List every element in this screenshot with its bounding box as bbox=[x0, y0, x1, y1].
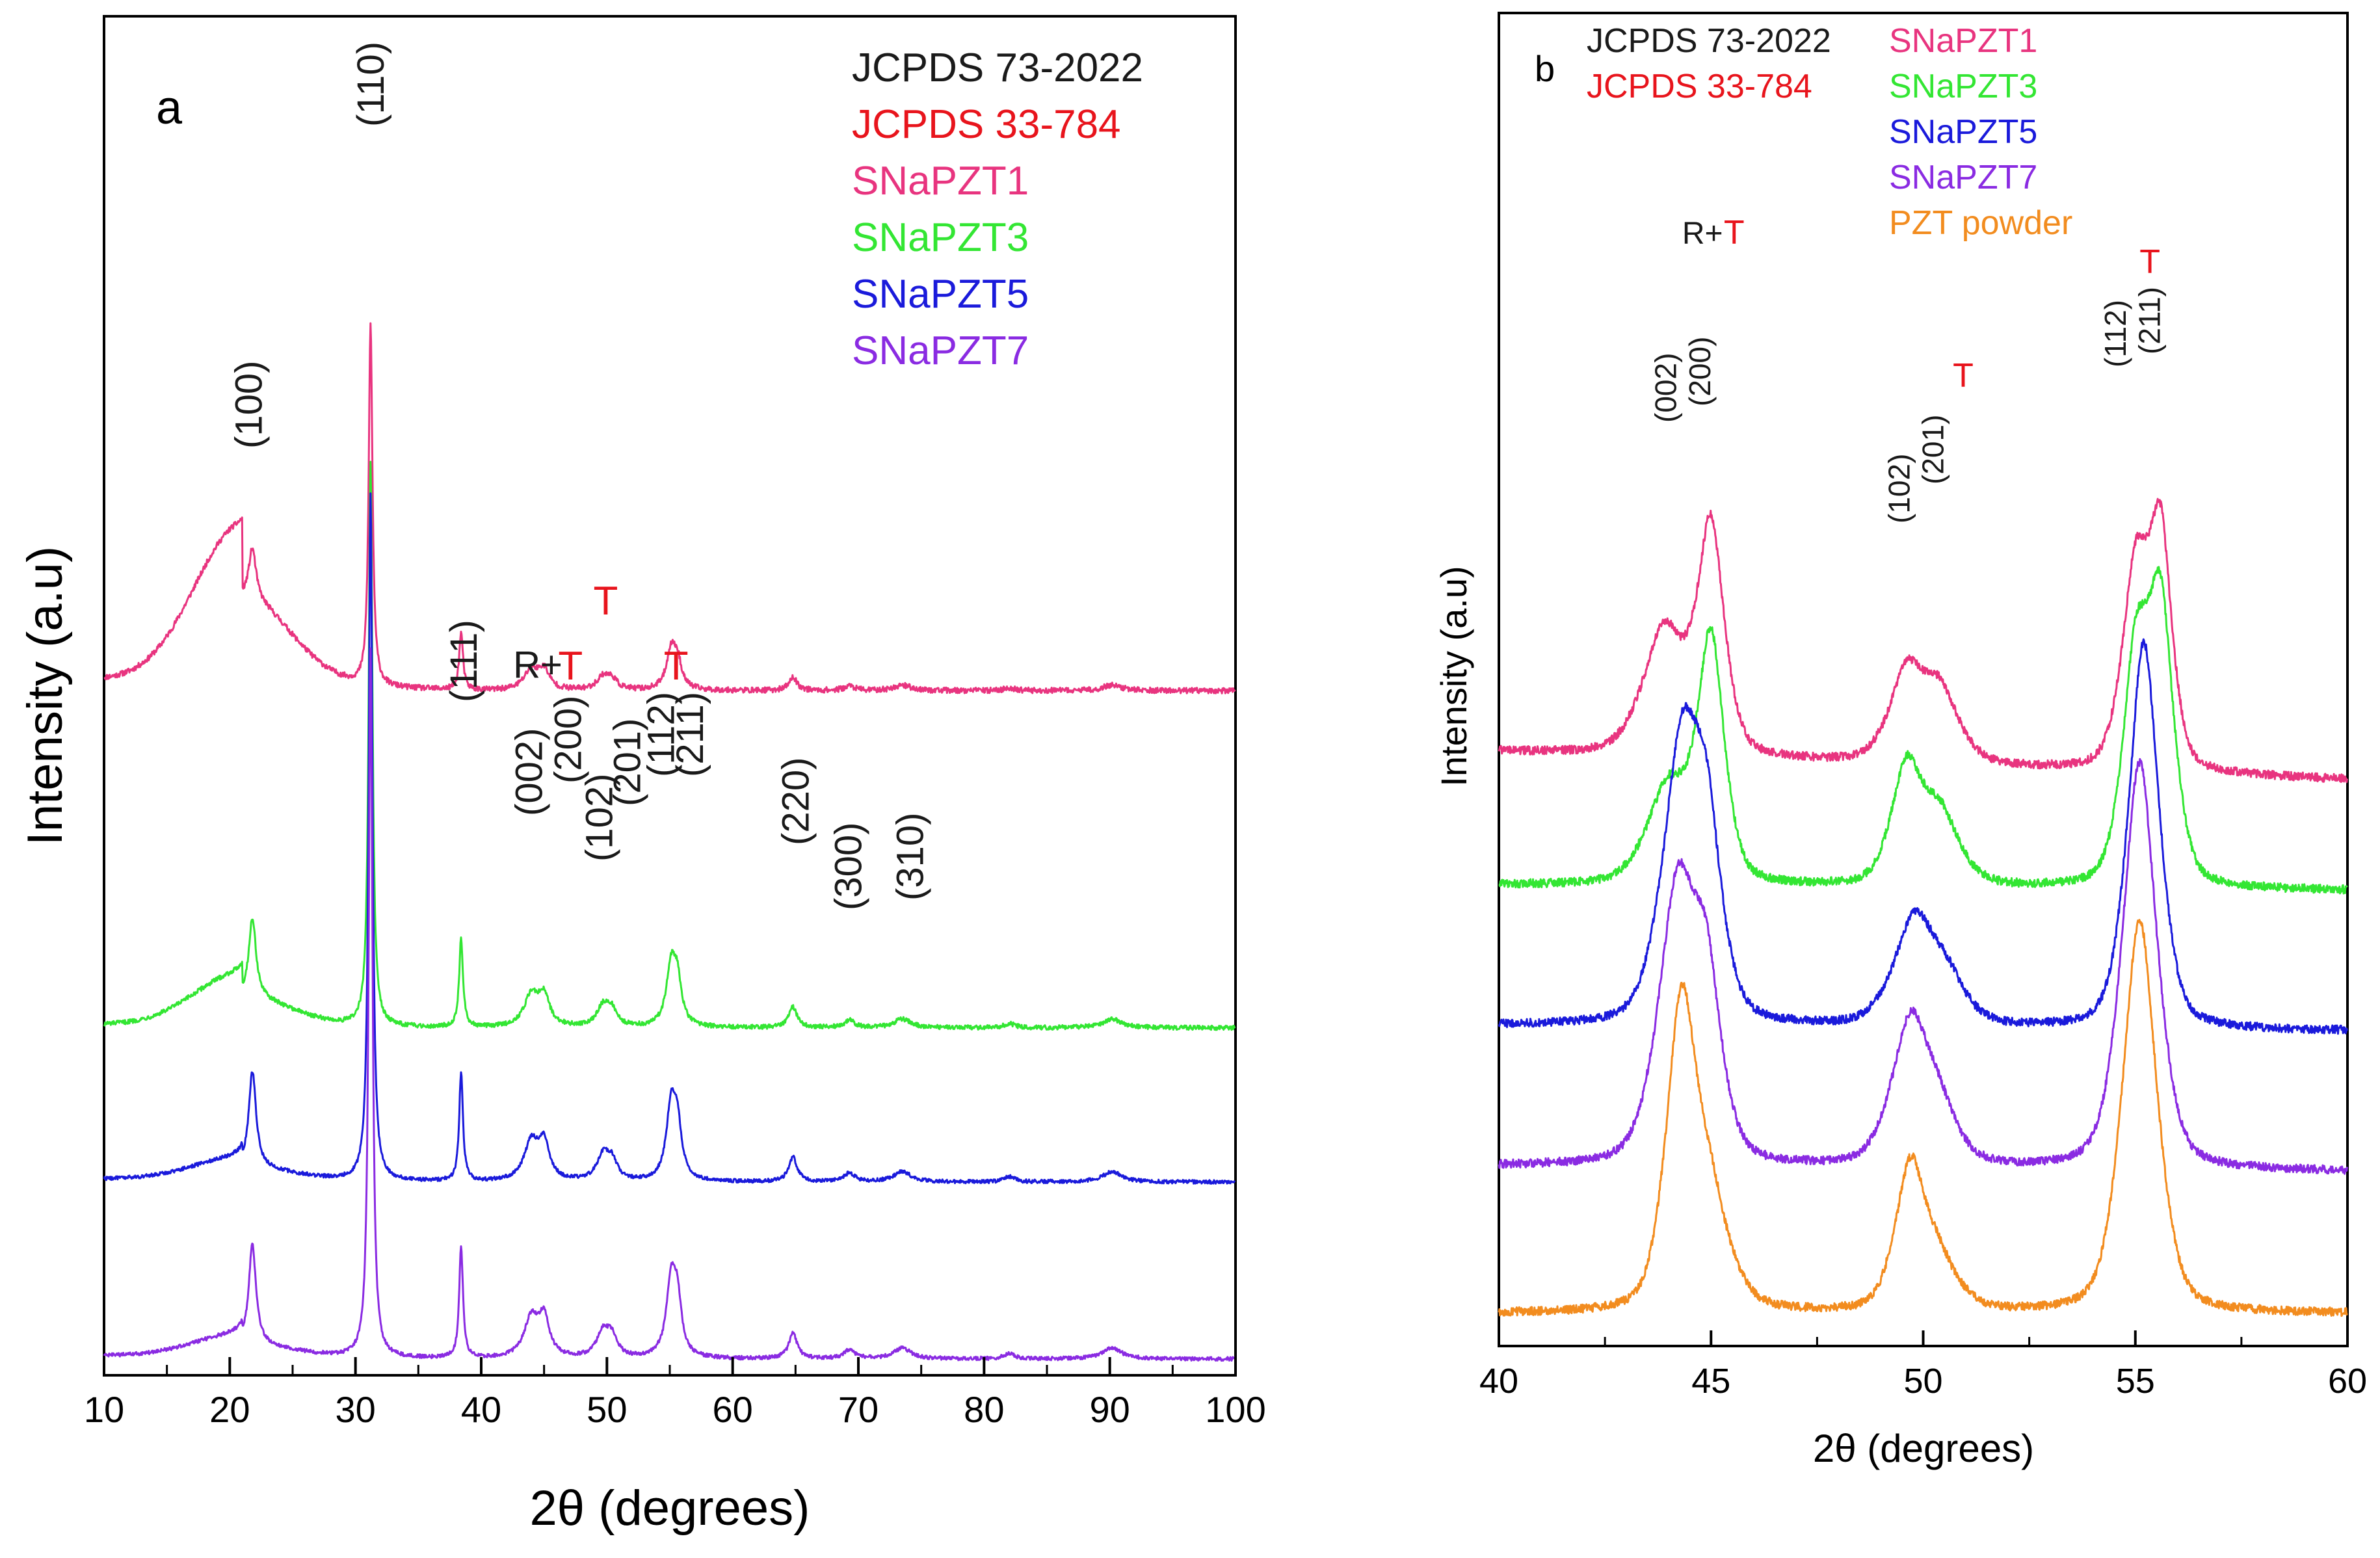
panel-b-series-snapzt1 bbox=[1498, 497, 2348, 784]
panel-a-x-tick-label: 70 bbox=[838, 1389, 879, 1430]
panel-b-tetragonal-marker: T bbox=[2139, 243, 2160, 281]
panel-b-legend-item: SNaPZT5 bbox=[1889, 113, 2037, 151]
panel-a-legend-item: SNaPZT1 bbox=[852, 159, 1029, 204]
panel-b-peak-label: (102) bbox=[1882, 454, 1916, 523]
panel-a-peak-label: (211) bbox=[669, 692, 711, 777]
panel-a-x-tick-label: 100 bbox=[1205, 1389, 1265, 1430]
panel-a-x-tick-label: 40 bbox=[461, 1389, 501, 1430]
panel-a-peak-label: (102) bbox=[579, 774, 621, 862]
panel-a-tetragonal-marker: T bbox=[558, 644, 583, 689]
panel-b-series-pzt-powder bbox=[1498, 919, 2348, 1317]
panel-b-legend-item: SNaPZT1 bbox=[1889, 22, 2037, 60]
panel-b-tetragonal-marker: T bbox=[1953, 357, 1974, 395]
panel-a-x-tick-label: 10 bbox=[84, 1389, 124, 1430]
panel-b-x-tick-label: 55 bbox=[2116, 1362, 2155, 1401]
panel-a-peak-label: (002) bbox=[509, 728, 551, 816]
panel-b-x-tick-label: 40 bbox=[1479, 1362, 1518, 1401]
panel-a-peak-label: (310) bbox=[889, 813, 931, 901]
panel-a-series-snapzt3 bbox=[103, 460, 1236, 1031]
panel-a-y-axis-label: Intensity (a.u) bbox=[18, 546, 73, 845]
panel-a-series-snapzt1 bbox=[103, 322, 1236, 694]
panel-a-x-tick-label: 30 bbox=[336, 1389, 376, 1430]
panel-a-tetragonal-marker: T bbox=[664, 644, 689, 689]
panel-a-peak-annotations: (100) (110) (111) (002)(200)(102)(201)(112)… bbox=[228, 42, 931, 910]
panel-a-peak-label: (200) bbox=[547, 696, 589, 784]
panel-b-x-axis-label: 2θ (degrees) bbox=[1813, 1427, 2034, 1470]
panel-b: 40 45 50 55 60 (002) (200) (102)(201) (112) (211… bbox=[1433, 12, 2367, 1470]
panel-a-peak-label: (112) bbox=[641, 692, 683, 777]
panel-a-legend-item: JCPDS 33-784 bbox=[852, 102, 1121, 147]
panel-b-series-snapzt7 bbox=[1498, 758, 2348, 1175]
panel-b-peak-label: (112) bbox=[2098, 300, 2132, 367]
panel-a-x-tick-label: 50 bbox=[587, 1389, 627, 1430]
panel-b-tetragonal-marker: T bbox=[1724, 214, 1745, 252]
panel-a-series-snapzt5 bbox=[103, 492, 1236, 1185]
panel-b-legend: JCPDS 73-2022 JCPDS 33-784 SNaPZT1 SNaPZT3 S… bbox=[1587, 22, 2072, 242]
panel-b-legend-item: PZT powder bbox=[1889, 204, 2072, 242]
panel-a-legend-item: SNaPZT5 bbox=[852, 272, 1029, 317]
panel-a-peak-label: (220) bbox=[774, 758, 817, 845]
panel-b-series-snapzt5 bbox=[1498, 638, 2348, 1035]
panel-b-x-tick-label: 45 bbox=[1691, 1362, 1730, 1401]
panel-b-peak-label: (200) bbox=[1683, 337, 1717, 406]
panel-b-legend-item: SNaPZT3 bbox=[1889, 68, 2037, 105]
panel-b-peak-label: (201) bbox=[1916, 415, 1950, 484]
panel-b-peak-label: (002) bbox=[1649, 353, 1683, 423]
panel-b-y-axis-label: Intensity (a.u) bbox=[1433, 566, 1474, 786]
panel-b-series bbox=[1498, 497, 2348, 1317]
panel-a-x-axis: 10 20 30 40 50 60 70 80 90 100 bbox=[84, 1357, 1266, 1430]
panel-a-x-axis-label: 2θ (degrees) bbox=[530, 1481, 810, 1536]
panel-a-x-tick-label: 20 bbox=[209, 1389, 250, 1430]
panel-a: 10 20 30 40 50 60 70 80 90 100 (100) (110) (111) (00… bbox=[18, 15, 1266, 1536]
panel-b-legend-item: JCPDS 33-784 bbox=[1587, 68, 1812, 105]
panel-a-label: a bbox=[156, 82, 183, 134]
panel-b-peak-label: (211) bbox=[2132, 287, 2166, 354]
panel-b-series-snapzt3 bbox=[1498, 566, 2348, 895]
panel-a-peak-label: (300) bbox=[828, 823, 870, 910]
panel-a-series bbox=[103, 322, 1236, 1362]
panel-a-legend: JCPDS 73-2022 JCPDS 33-784 SNaPZT1 SNaPZT3 S… bbox=[852, 46, 1143, 373]
panel-a-phase-marker: R+ bbox=[513, 644, 562, 686]
panel-a-x-tick-label: 90 bbox=[1090, 1389, 1130, 1430]
panel-a-peak-label: (110) bbox=[350, 42, 392, 127]
panel-b-label: b bbox=[1535, 48, 1555, 89]
panel-a-tetragonal-marker: T bbox=[593, 579, 618, 624]
panel-a-peak-label: (201) bbox=[606, 719, 648, 806]
panel-b-peak-annotations: (002) (200)(102)(201)(112) (211)R+ TTT bbox=[1649, 214, 2167, 523]
panel-a-legend-item: SNaPZT3 bbox=[852, 215, 1029, 260]
panel-a-legend-item: SNaPZT7 bbox=[852, 328, 1029, 373]
panel-b-x-tick-label: 50 bbox=[1903, 1362, 1942, 1401]
panel-a-peak-label: (100) bbox=[228, 361, 270, 449]
panel-b-legend-item: SNaPZT7 bbox=[1889, 159, 2037, 196]
panel-b-phase-marker: R+ bbox=[1682, 217, 1723, 251]
panel-a-series-snapzt7 bbox=[103, 647, 1236, 1362]
panel-b-legend-item: JCPDS 73-2022 bbox=[1587, 22, 1831, 60]
panel-a-legend-item: JCPDS 73-2022 bbox=[852, 46, 1143, 90]
panel-b-x-axis: 40 45 50 55 60 bbox=[1479, 1330, 2367, 1401]
panel-a-x-tick-label: 80 bbox=[964, 1389, 1004, 1430]
panel-a-peak-label: (111) bbox=[443, 620, 485, 702]
panel-b-x-tick-label: 60 bbox=[2328, 1362, 2367, 1401]
panel-a-x-tick-label: 60 bbox=[713, 1389, 753, 1430]
